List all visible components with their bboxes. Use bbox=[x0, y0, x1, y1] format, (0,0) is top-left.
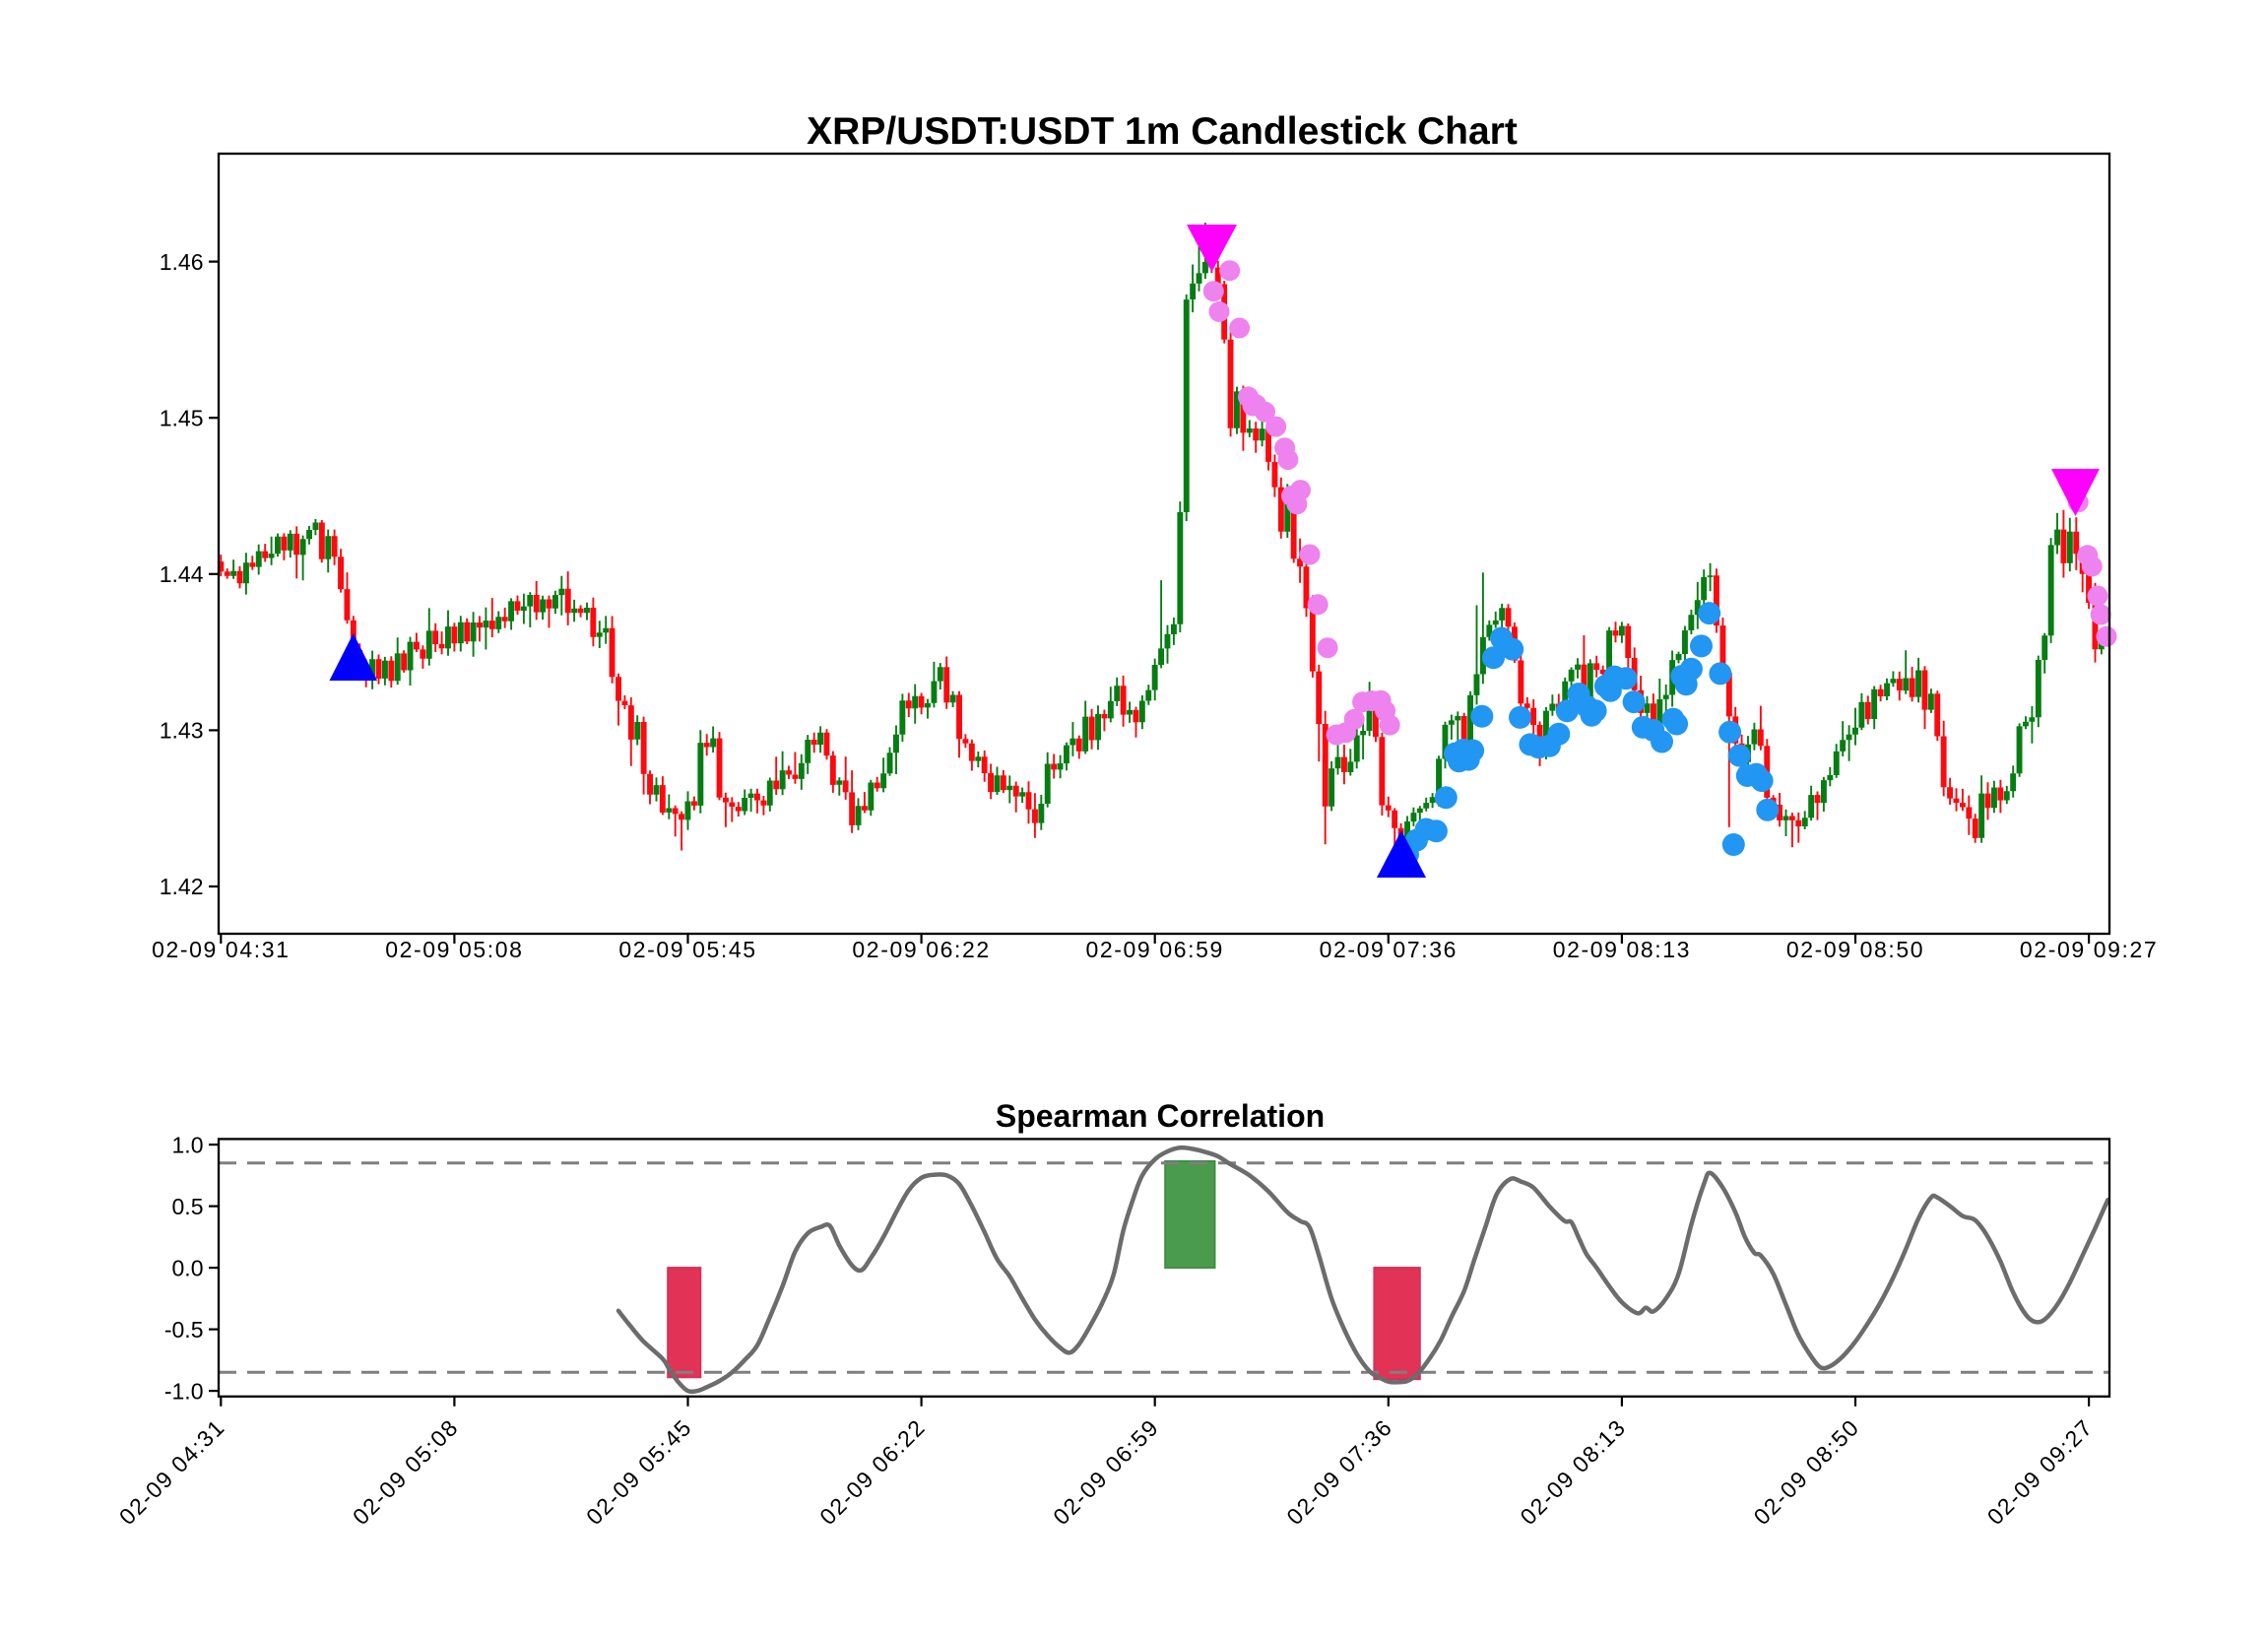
svg-text:02-09 04:31: 02-09 04:31 bbox=[152, 937, 290, 962]
svg-text:1.45: 1.45 bbox=[160, 405, 204, 430]
svg-text:02-09 07:36: 02-09 07:36 bbox=[1320, 937, 1458, 962]
svg-text:1.42: 1.42 bbox=[160, 874, 204, 899]
svg-text:1.46: 1.46 bbox=[160, 249, 204, 275]
svg-text:-1.0: -1.0 bbox=[164, 1378, 204, 1404]
svg-text:1.43: 1.43 bbox=[160, 718, 204, 744]
svg-text:02-09 05:45: 02-09 05:45 bbox=[618, 937, 756, 962]
svg-text:1.44: 1.44 bbox=[160, 561, 204, 587]
svg-text:XRP/USDT:USDT 1m Candlestick C: XRP/USDT:USDT 1m Candlestick Chart bbox=[807, 110, 1518, 153]
svg-text:02-09 08:50: 02-09 08:50 bbox=[1786, 937, 1924, 962]
svg-text:02-09 09:27: 02-09 09:27 bbox=[2020, 937, 2158, 962]
svg-text:02-09 06:22: 02-09 06:22 bbox=[852, 937, 990, 962]
svg-text:Spearman Correlation: Spearman Correlation bbox=[996, 1098, 1325, 1134]
svg-text:02-09 06:59: 02-09 06:59 bbox=[1086, 937, 1224, 962]
svg-text:0.5: 0.5 bbox=[172, 1194, 204, 1219]
svg-text:1.0: 1.0 bbox=[172, 1132, 204, 1157]
svg-text:-0.5: -0.5 bbox=[164, 1317, 204, 1342]
svg-text:02-09 05:08: 02-09 05:08 bbox=[385, 937, 523, 962]
svg-text:02-09 08:13: 02-09 08:13 bbox=[1553, 937, 1691, 962]
svg-text:0.0: 0.0 bbox=[172, 1255, 204, 1280]
